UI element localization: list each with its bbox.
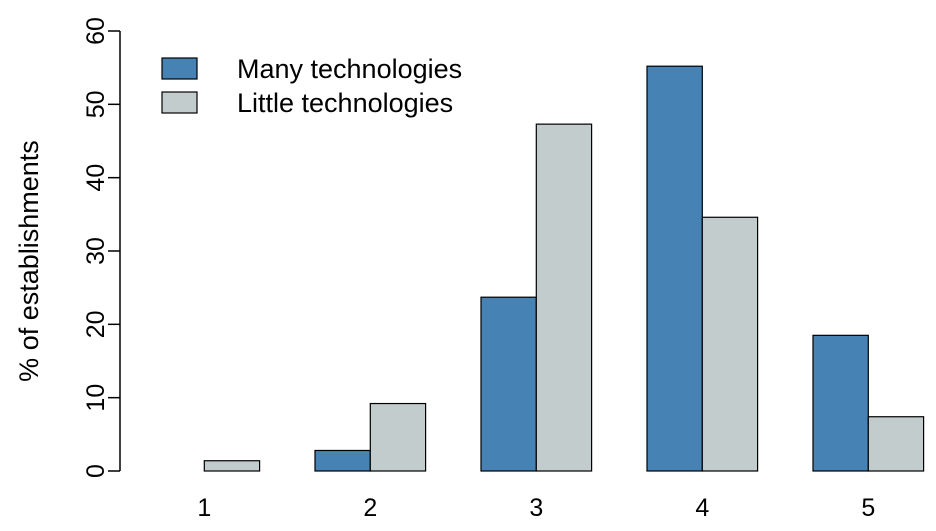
bar-little-5 bbox=[867, 416, 925, 472]
y-tick-label: 50 bbox=[82, 90, 110, 118]
y-tick-label: 40 bbox=[82, 164, 110, 192]
legend-swatch bbox=[161, 57, 198, 80]
bar-many-2 bbox=[314, 449, 371, 472]
legend-label: Little technologies bbox=[237, 88, 453, 118]
y-tick-label: 20 bbox=[82, 310, 110, 338]
x-tick-label: 1 bbox=[197, 494, 211, 522]
legend: Many technologies Little technologies bbox=[161, 54, 462, 118]
legend-swatch bbox=[161, 91, 198, 114]
bars bbox=[203, 65, 925, 472]
y-tick-label: 30 bbox=[82, 237, 110, 265]
y-tick-label: 0 bbox=[82, 464, 110, 478]
y-axis-title: % of establishments bbox=[14, 140, 44, 382]
bar-many-3 bbox=[480, 296, 537, 472]
legend-label: Many technologies bbox=[237, 54, 462, 84]
bar-little-3 bbox=[535, 123, 593, 472]
bar-many-5 bbox=[812, 334, 869, 472]
x-tick-label: 3 bbox=[529, 494, 543, 522]
bar-little-2 bbox=[369, 402, 427, 472]
y-axis: 0 10 20 30 40 50 60 bbox=[82, 17, 121, 478]
y-tick-label: 10 bbox=[82, 384, 110, 412]
x-tick-label: 5 bbox=[861, 494, 875, 522]
x-tick-label: 4 bbox=[695, 494, 709, 522]
x-tick-label: 2 bbox=[363, 494, 377, 522]
bar-little-1 bbox=[203, 460, 261, 472]
y-tick-label: 60 bbox=[82, 17, 110, 45]
x-axis: 1 2 3 4 5 bbox=[197, 494, 875, 522]
bar-many-4 bbox=[646, 65, 703, 472]
bar-little-4 bbox=[701, 216, 759, 472]
